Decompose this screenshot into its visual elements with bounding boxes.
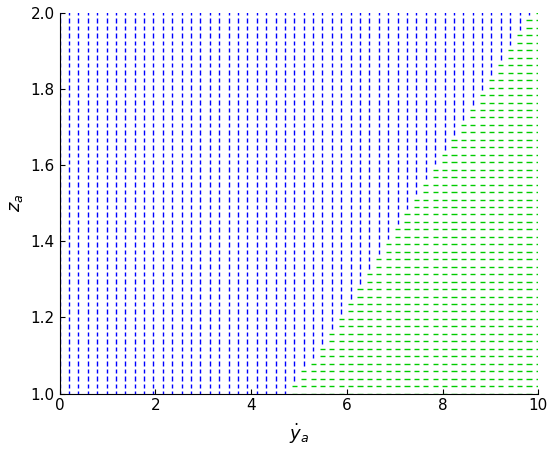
Y-axis label: $z_a$: $z_a$ xyxy=(7,194,25,212)
X-axis label: $\dot{y}_a$: $\dot{y}_a$ xyxy=(289,422,309,446)
